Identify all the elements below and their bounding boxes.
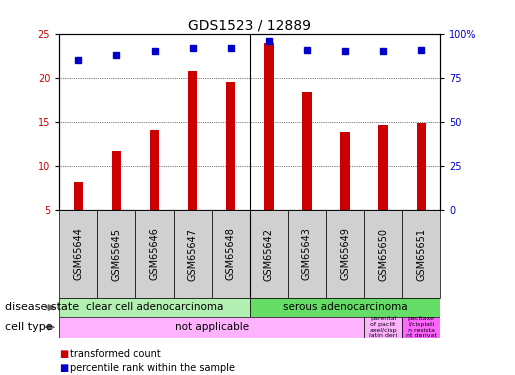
Bar bbox=[59, 210, 97, 298]
Bar bbox=[59, 317, 364, 338]
Text: GSM65647: GSM65647 bbox=[187, 228, 198, 280]
Text: GSM65645: GSM65645 bbox=[111, 228, 122, 280]
Bar bbox=[188, 71, 197, 210]
Bar bbox=[264, 43, 273, 210]
Text: clear cell adenocarcinoma: clear cell adenocarcinoma bbox=[86, 303, 223, 312]
Text: GSM65646: GSM65646 bbox=[149, 228, 160, 280]
Bar bbox=[59, 298, 250, 317]
Text: GSM65651: GSM65651 bbox=[416, 228, 426, 280]
Text: cell type: cell type bbox=[5, 322, 53, 332]
Text: GSM65642: GSM65642 bbox=[264, 228, 274, 280]
Bar bbox=[226, 82, 235, 210]
Bar bbox=[250, 298, 440, 317]
Bar bbox=[212, 210, 250, 298]
Text: GSM65644: GSM65644 bbox=[73, 228, 83, 280]
Text: GSM65643: GSM65643 bbox=[302, 228, 312, 280]
Bar bbox=[364, 317, 402, 338]
Bar bbox=[150, 130, 159, 210]
Bar bbox=[340, 132, 350, 210]
Bar bbox=[326, 210, 364, 298]
Text: GSM65648: GSM65648 bbox=[226, 228, 236, 280]
Text: ■: ■ bbox=[59, 350, 68, 359]
Bar bbox=[302, 92, 312, 210]
Text: disease state: disease state bbox=[5, 303, 79, 312]
Bar bbox=[135, 210, 174, 298]
Bar bbox=[250, 210, 288, 298]
Bar bbox=[417, 123, 426, 210]
Text: GSM65649: GSM65649 bbox=[340, 228, 350, 280]
Text: transformed count: transformed count bbox=[70, 350, 160, 359]
Bar bbox=[74, 182, 83, 210]
Bar bbox=[364, 210, 402, 298]
Text: serous adenocarcinoma: serous adenocarcinoma bbox=[283, 303, 407, 312]
Title: GDS1523 / 12889: GDS1523 / 12889 bbox=[188, 19, 311, 33]
Bar bbox=[379, 124, 388, 210]
Bar bbox=[174, 210, 212, 298]
Bar bbox=[97, 210, 135, 298]
Bar bbox=[402, 210, 440, 298]
Bar bbox=[112, 151, 121, 210]
Text: GSM65650: GSM65650 bbox=[378, 228, 388, 280]
Text: parental
of paclit
axel/cisp
latin deri: parental of paclit axel/cisp latin deri bbox=[369, 316, 397, 338]
Text: ■: ■ bbox=[59, 363, 68, 373]
Text: not applicable: not applicable bbox=[175, 322, 249, 332]
Bar bbox=[402, 317, 440, 338]
Bar bbox=[288, 210, 326, 298]
Text: pacitaxe
l/cisplati
n resista
nt derivat: pacitaxe l/cisplati n resista nt derivat bbox=[406, 316, 437, 338]
Text: percentile rank within the sample: percentile rank within the sample bbox=[70, 363, 234, 373]
